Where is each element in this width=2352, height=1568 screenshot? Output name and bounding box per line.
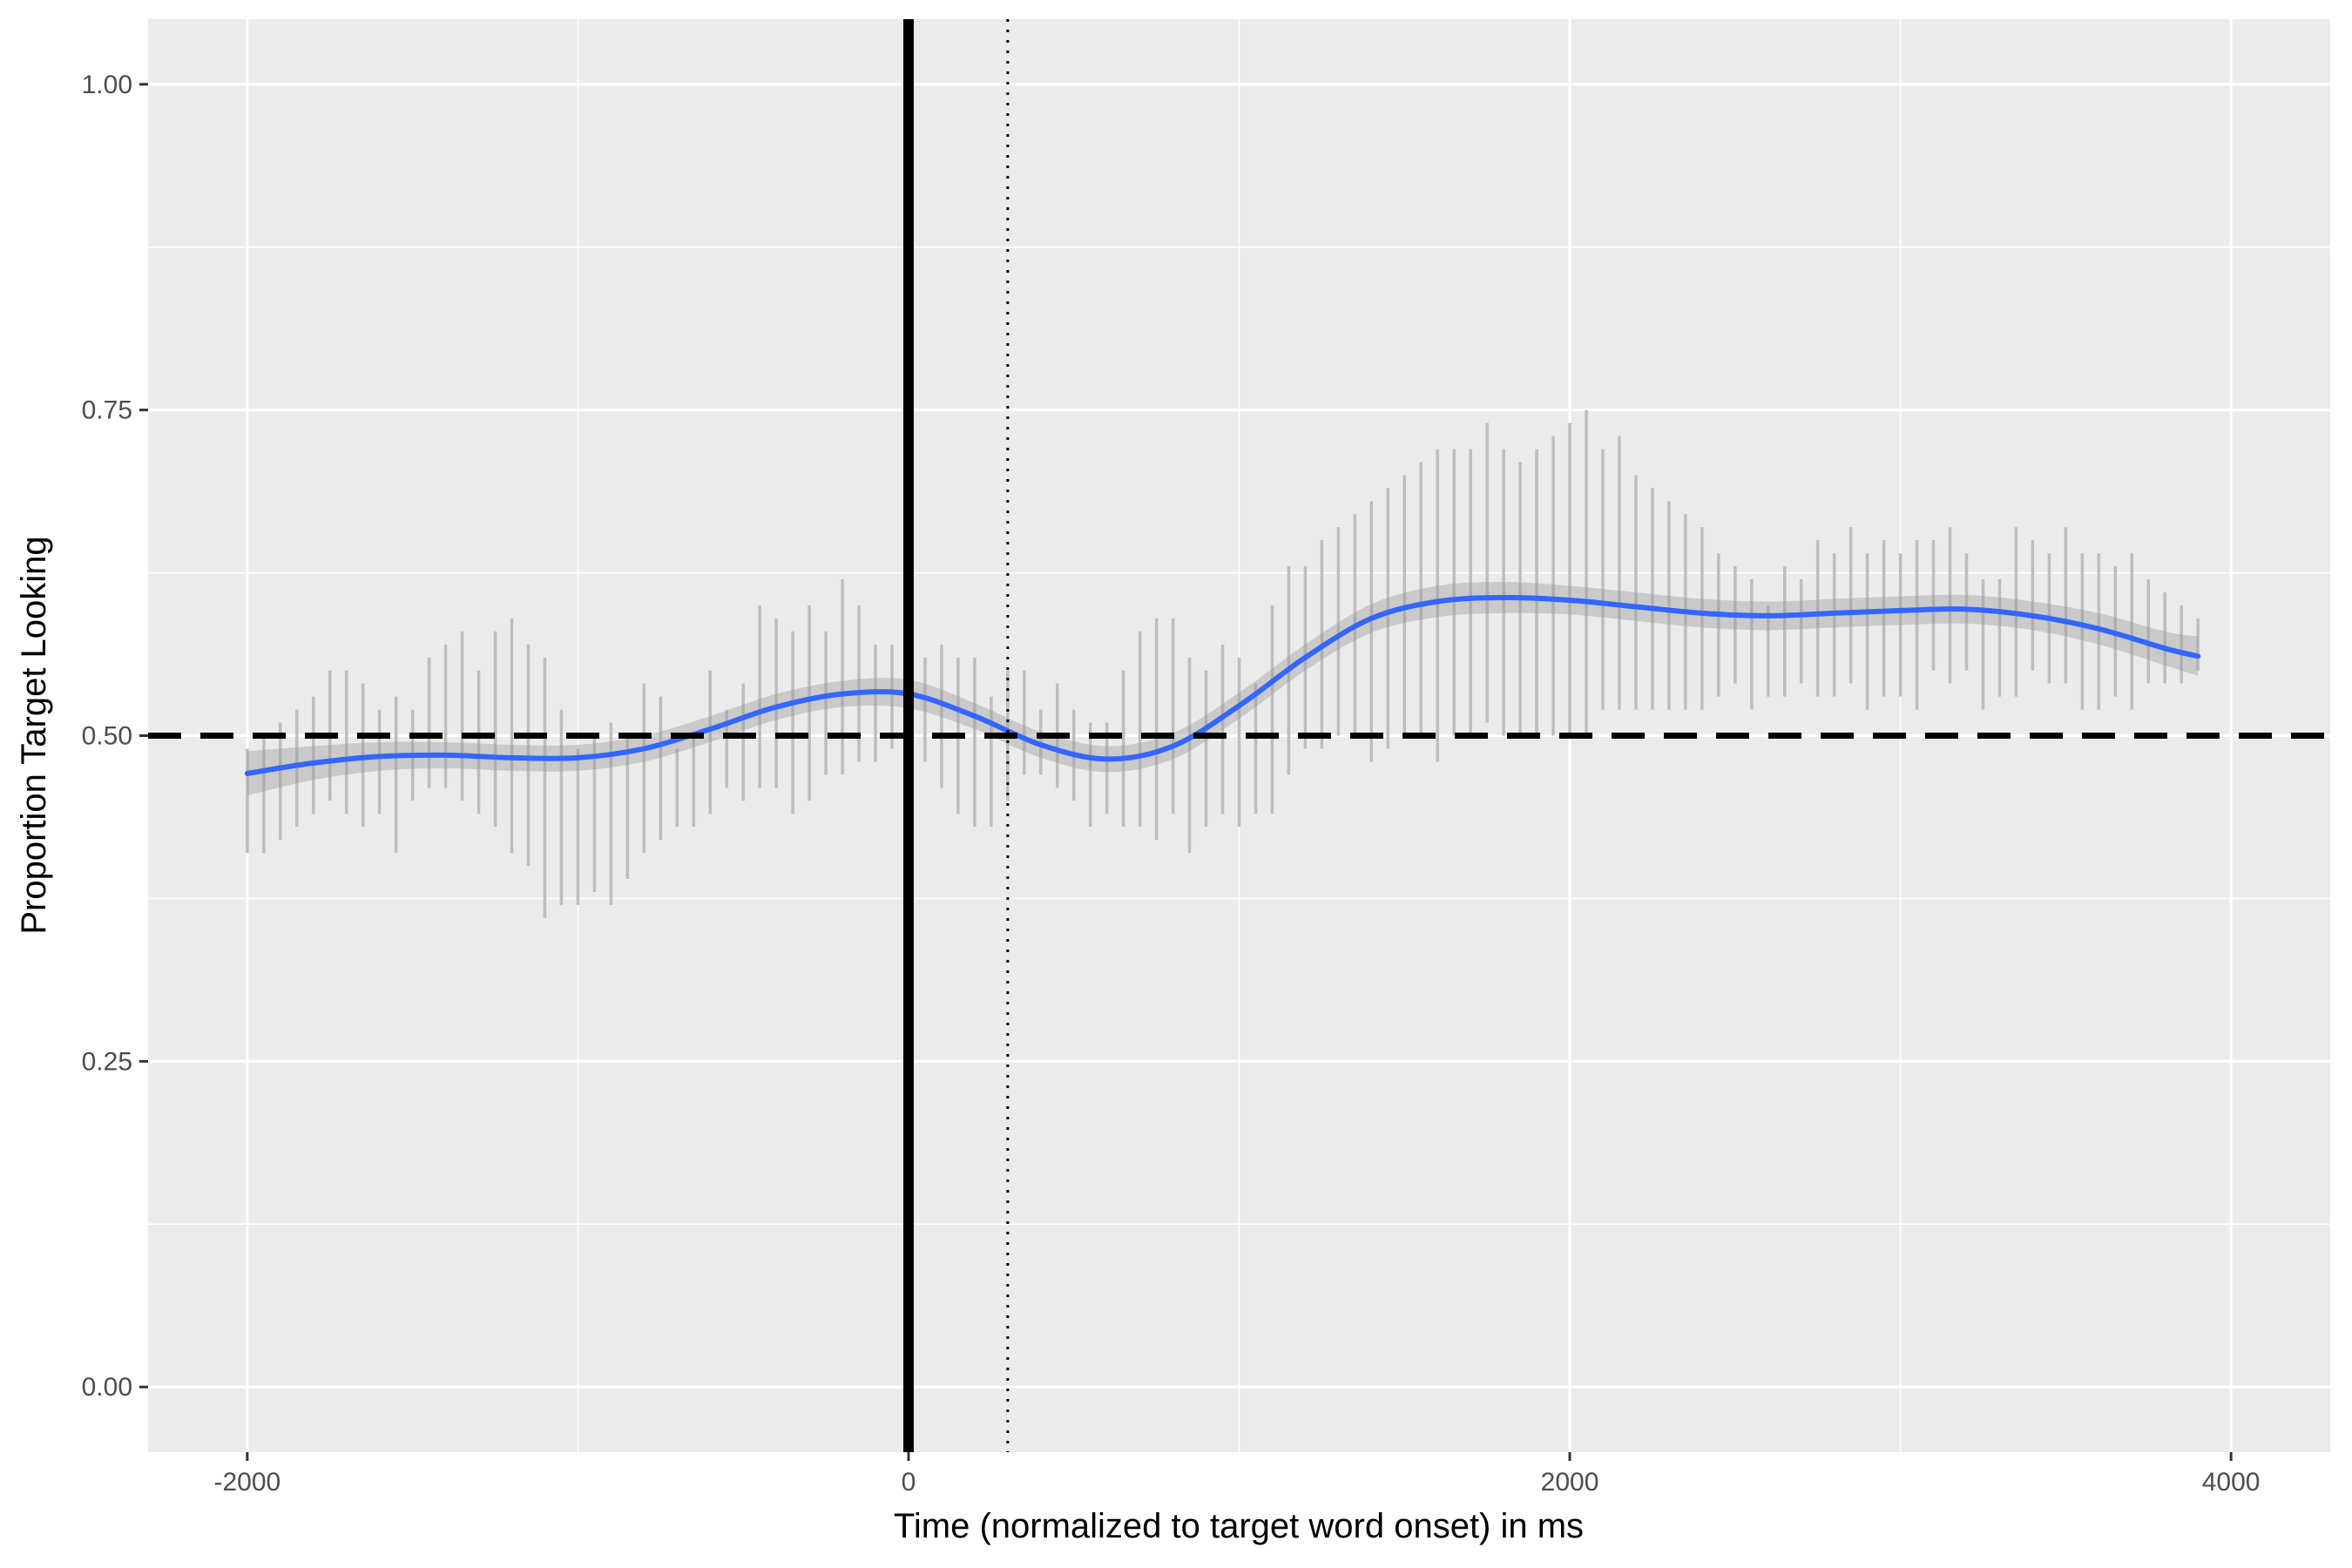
reference-lines [148, 19, 2330, 1452]
x-tick-label: 2000 [1541, 1468, 1599, 1497]
smooth-line [244, 594, 2201, 776]
confidence-ribbon [247, 582, 2199, 796]
y-axis-title: Proportion Target Looking [15, 536, 53, 934]
y-tick-label: 1.00 [82, 71, 132, 99]
y-tick-label: 0.50 [82, 722, 132, 751]
x-axis-title: Time (normalized to target word onset) i… [894, 1507, 1584, 1545]
x-tick-label: 4000 [2202, 1468, 2261, 1497]
error-bars [246, 409, 2200, 918]
axes: -2000 0 2000 4000 0.00 0.25 0.50 0.75 1.00 [82, 71, 2261, 1497]
y-tick-label: 0.75 [82, 396, 132, 425]
y-tick-label: 0.00 [82, 1373, 132, 1402]
x-tick-label: -2000 [213, 1468, 280, 1497]
confidence-ribbon-layer [247, 582, 2199, 796]
smooth-line-layer [244, 594, 2201, 776]
x-tick-label: 0 [902, 1468, 916, 1497]
y-tick-label: 0.25 [82, 1047, 132, 1076]
